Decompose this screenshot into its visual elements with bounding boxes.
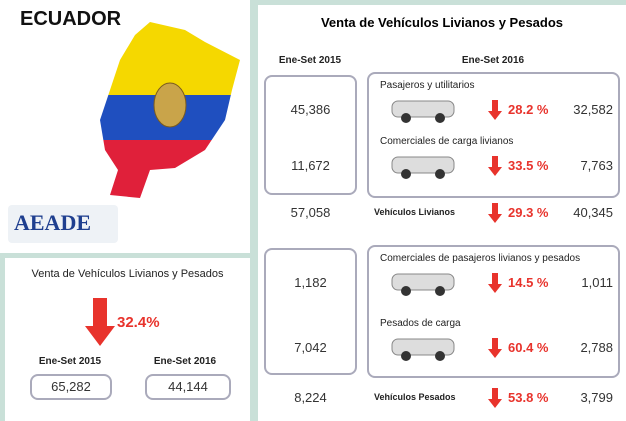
- row-label: Comerciales de pasajeros livianos y pesa…: [380, 253, 580, 264]
- total-label: Vehículos Livianos: [374, 207, 455, 217]
- col-value: 65,282: [30, 374, 112, 400]
- summary-title: Venta de Vehículos Livianos y Pesados: [5, 268, 250, 280]
- total-label: Vehículos Pesados: [374, 392, 456, 402]
- vehicle-icon: [388, 151, 458, 181]
- detail-title: Venta de Vehículos Livianos y Pesados: [258, 15, 626, 30]
- row-label: Pasajeros y utilitarios: [380, 80, 474, 91]
- value-2016: 1,011: [563, 275, 613, 290]
- col-value: 44,144: [145, 374, 231, 400]
- vehicle-icon: [388, 268, 458, 298]
- col-header: Ene-Set 2016: [453, 55, 533, 66]
- total-2015: 8,224: [264, 390, 357, 405]
- value-2015: 45,386: [264, 102, 357, 117]
- total-2016: 40,345: [563, 205, 613, 220]
- total-change: 29.3 %: [508, 205, 548, 220]
- infographic: ECUADOR AEADE Venta de Vehículos Liviano…: [0, 0, 626, 421]
- row-label: Pesados de carga: [380, 318, 461, 329]
- col-label: Ene-Set 2015: [25, 356, 115, 367]
- summary-change: 32.4%: [117, 314, 160, 331]
- change: 33.5 %: [508, 158, 548, 173]
- vehicle-icon: [388, 95, 458, 125]
- group-box-2015: [264, 75, 357, 195]
- col-header: Ene-Set 2015: [270, 55, 350, 66]
- col-label: Ene-Set 2016: [140, 356, 230, 367]
- value-2015: 7,042: [264, 340, 357, 355]
- value-2016: 7,763: [563, 158, 613, 173]
- down-arrow: [488, 338, 502, 358]
- row-label: Comerciales de carga livianos: [380, 136, 513, 147]
- change: 28.2 %: [508, 102, 548, 117]
- vehicle-icon: [388, 333, 458, 363]
- detail-panel: Venta de Vehículos Livianos y Pesados En…: [258, 5, 626, 421]
- change: 60.4 %: [508, 340, 548, 355]
- down-arrow: [488, 100, 502, 120]
- down-arrow: [488, 203, 502, 223]
- value-2016: 32,582: [563, 102, 613, 117]
- summary-panel: Venta de Vehículos Livianos y Pesados 32…: [5, 258, 250, 421]
- total-2015: 57,058: [264, 205, 357, 220]
- total-change: 53.8 %: [508, 390, 548, 405]
- map-title: ECUADOR: [20, 8, 121, 31]
- total-2016: 3,799: [563, 390, 613, 405]
- group-box-2015: [264, 248, 357, 375]
- down-arrow: [488, 273, 502, 293]
- change: 14.5 %: [508, 275, 548, 290]
- logo: AEADE: [14, 210, 91, 236]
- map-panel: ECUADOR AEADE: [0, 0, 250, 253]
- down-arrow: [488, 156, 502, 176]
- value-2015: 11,672: [264, 158, 357, 173]
- down-arrow: [488, 388, 502, 408]
- down-arrow: [85, 298, 115, 348]
- value-2015: 1,182: [264, 275, 357, 290]
- value-2016: 2,788: [563, 340, 613, 355]
